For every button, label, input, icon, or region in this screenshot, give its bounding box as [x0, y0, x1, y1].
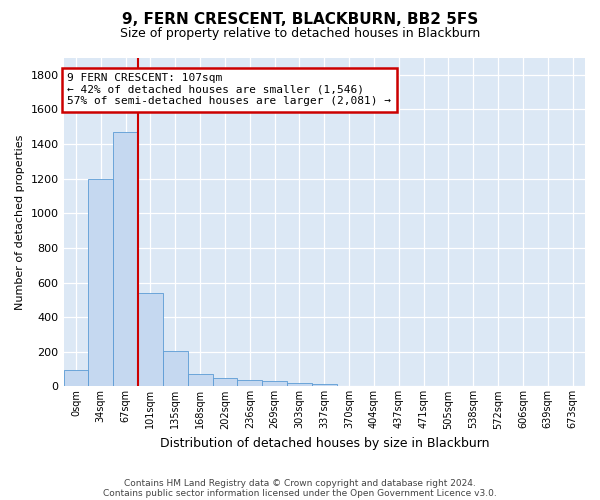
Bar [64, 370, 88, 386]
Y-axis label: Number of detached properties: Number of detached properties [15, 134, 25, 310]
Bar [287, 383, 312, 386]
Bar [138, 293, 163, 386]
Bar [163, 351, 188, 386]
Bar [262, 381, 287, 386]
Text: Size of property relative to detached houses in Blackburn: Size of property relative to detached ho… [120, 28, 480, 40]
Text: Contains HM Land Registry data © Crown copyright and database right 2024.: Contains HM Land Registry data © Crown c… [124, 478, 476, 488]
Bar [312, 384, 337, 386]
Text: 9 FERN CRESCENT: 107sqm
← 42% of detached houses are smaller (1,546)
57% of semi: 9 FERN CRESCENT: 107sqm ← 42% of detache… [67, 73, 391, 106]
Bar [212, 378, 238, 386]
Text: 9, FERN CRESCENT, BLACKBURN, BB2 5FS: 9, FERN CRESCENT, BLACKBURN, BB2 5FS [122, 12, 478, 28]
Bar [238, 380, 262, 386]
Bar [88, 178, 113, 386]
X-axis label: Distribution of detached houses by size in Blackburn: Distribution of detached houses by size … [160, 437, 489, 450]
Text: Contains public sector information licensed under the Open Government Licence v3: Contains public sector information licen… [103, 488, 497, 498]
Bar [113, 132, 138, 386]
Bar [188, 374, 212, 386]
